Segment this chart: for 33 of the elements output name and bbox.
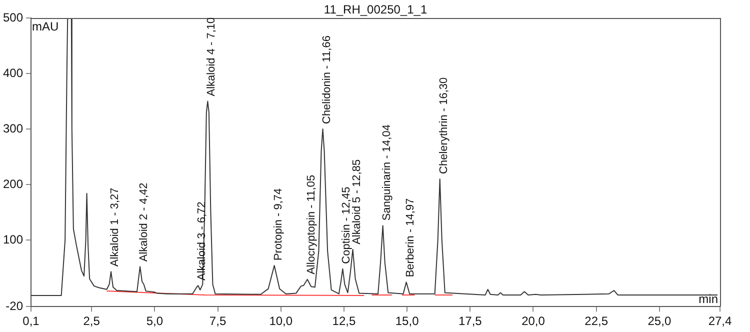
y-tick-label: 300 (2, 121, 24, 136)
x-tick-label: 20,0 (522, 314, 546, 328)
x-tick-label: 25,0 (648, 314, 672, 328)
x-axis-title: min (698, 292, 718, 306)
x-tick-label: 22,5 (584, 314, 608, 328)
x-tick-label: 5,0 (146, 314, 164, 328)
y-tick-label: -20 (6, 298, 24, 313)
x-tick-label: 2,5 (83, 314, 100, 328)
annotation: Protopin - 9,74 (272, 188, 284, 261)
y-tick-label: 400 (2, 66, 24, 80)
chart-title: 11_RH_00250_1_1 (324, 2, 428, 16)
annotation: Alkaloid 5 - 12,85 (350, 159, 363, 244)
annotation: Coptisin - 12,45 (340, 186, 353, 264)
x-tick-label: 27,4 (708, 314, 732, 328)
annotation: Alkaloid 1 - 3,27 (109, 188, 122, 267)
annotation: Alkaloid 4 - 7,10 (206, 17, 218, 96)
annotation: Alkaloid 2 - 4,42 (138, 182, 150, 262)
x-tick-label: 17,5 (458, 314, 482, 328)
y-tick-label: 500 (2, 10, 24, 24)
annotation: Chelidonin - 11,66 (320, 36, 333, 124)
y-tick-label: 100 (2, 232, 24, 246)
annotation: Sanguinarin - 14,04 (380, 124, 393, 221)
x-tick-label: 7,5 (209, 314, 226, 328)
y-tick-label: 200 (2, 176, 24, 191)
y-axis-title: mAU (32, 19, 59, 34)
x-tick-label: 10,0 (269, 314, 293, 328)
annotation: Chelerythrin - 16,30 (438, 77, 450, 174)
x-tick-label: 12,5 (332, 314, 356, 328)
x-tick-label: 15,0 (395, 314, 420, 328)
annotation: Allocryptopin - 11,05 (305, 174, 318, 274)
annotation: Berberin - 14,97 (404, 198, 416, 278)
annotation: Alkaloid 3 - 6,72 (196, 202, 208, 281)
x-tick-label: 0,1 (22, 314, 40, 328)
